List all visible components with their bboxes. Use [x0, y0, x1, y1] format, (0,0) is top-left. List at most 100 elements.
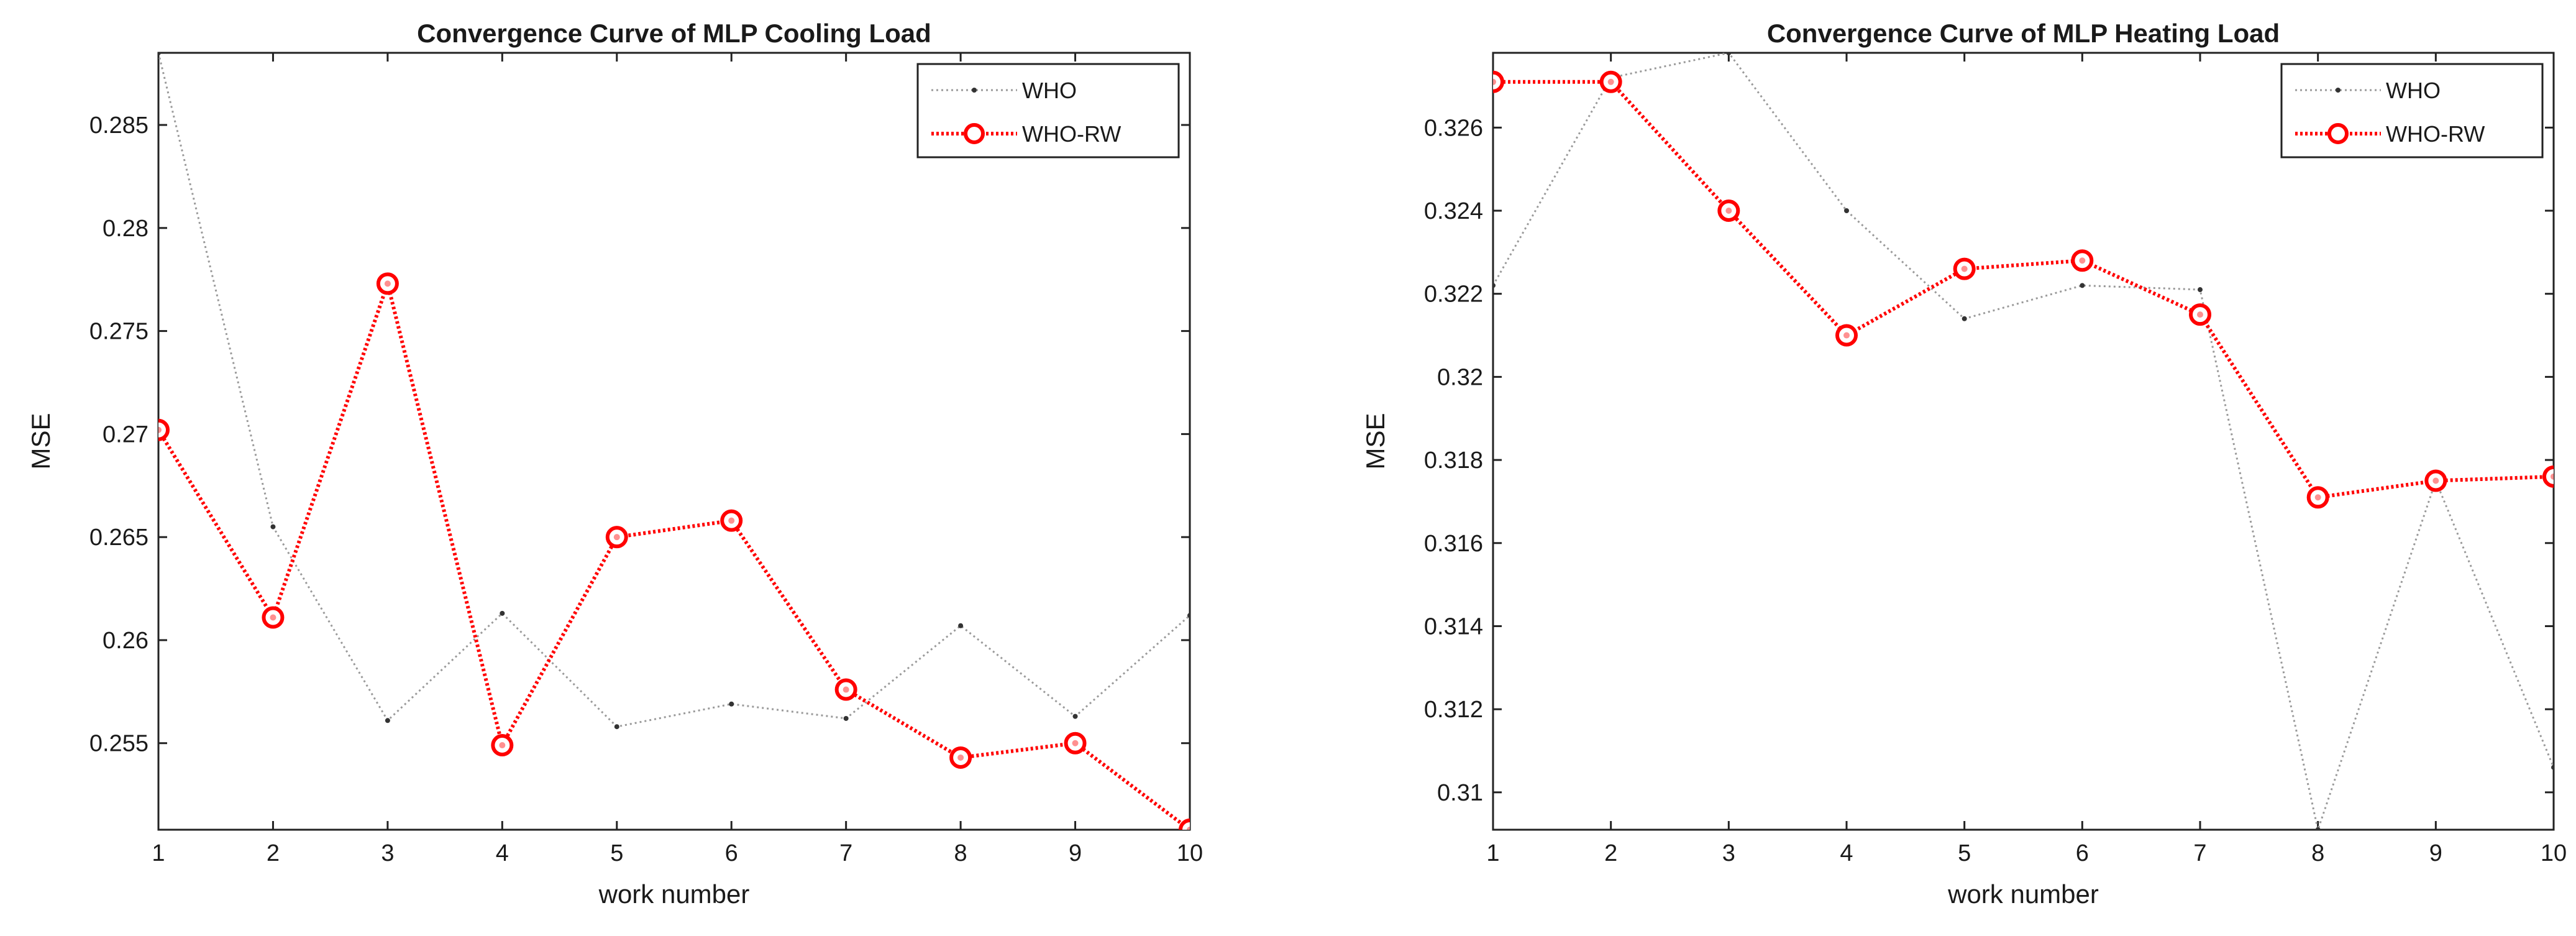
cooling-point-who-rw-core — [1187, 827, 1190, 830]
heating-point-who — [1962, 316, 1967, 321]
cooling-x-tick-label: 6 — [725, 840, 738, 866]
cooling-plot-frame — [157, 52, 1191, 831]
cooling-legend-marker-who — [972, 88, 977, 93]
cooling-point-who — [1072, 713, 1078, 719]
cooling-point-who-rw-core — [384, 280, 391, 287]
cooling-y-tick-label: 0.265 — [89, 525, 148, 551]
heating-y-tick-label: 0.314 — [1424, 613, 1483, 640]
heating-series-line-who — [1493, 53, 2554, 830]
cooling-chart-svg: Convergence Curve of MLP Cooling Load 1 2 3… — [26, 19, 1203, 909]
heating-point-who — [1493, 283, 1496, 288]
cooling-point-who — [1187, 613, 1190, 618]
heating-x-tick-label: 6 — [2076, 840, 2089, 866]
cooling-point-who — [270, 524, 276, 530]
cooling-point-who — [385, 718, 390, 723]
heating-y-tick-label: 0.326 — [1424, 115, 1483, 141]
heating-x-tick-label: 3 — [1722, 840, 1735, 866]
cooling-x-tick-label: 2 — [267, 840, 280, 866]
heating-y-tick-label: 0.31 — [1437, 780, 1483, 806]
heating-point-who — [2198, 287, 2203, 293]
cooling-y-tick-label: 0.26 — [103, 628, 148, 654]
heating-legend-marker-who — [2336, 88, 2341, 93]
cooling-legend-label-who-rw: WHO-RW — [1022, 121, 1121, 147]
cooling-x-tick-label: 3 — [381, 840, 394, 866]
heating-y-tick-label: 0.318 — [1424, 447, 1483, 474]
cooling-x-axis-label: work number — [598, 879, 750, 909]
heating-legend-label-who-rw: WHO-RW — [2386, 121, 2485, 147]
heating-point-who — [1844, 208, 1849, 214]
cooling-legend-box — [916, 63, 1180, 158]
heating-y-tick-label: 0.312 — [1424, 697, 1483, 723]
heating-load-panel: Convergence Curve of MLP Heating Load 1 2 3… — [1288, 0, 2576, 936]
heating-y-tick-label: 0.322 — [1424, 282, 1483, 308]
cooling-point-who — [500, 610, 505, 616]
heating-x-tick-label: 5 — [1958, 840, 1971, 866]
cooling-y-tick-label: 0.27 — [103, 421, 148, 447]
cooling-point-who — [614, 724, 619, 730]
cooling-series-group — [158, 53, 1190, 830]
heating-point-who-rw-core — [1607, 78, 1614, 85]
cooling-x-tick-label: 9 — [1069, 840, 1082, 866]
cooling-point-who — [158, 53, 161, 55]
heating-plot-frame — [1492, 52, 2555, 831]
cooling-point-who — [729, 701, 734, 707]
cooling-y-tick-label: 0.255 — [89, 731, 148, 757]
heating-chart-svg: Convergence Curve of MLP Heating Load 1 2 3… — [1361, 19, 2567, 909]
cooling-x-tick-label: 10 — [1177, 840, 1203, 866]
cooling-series-line-who — [158, 53, 1190, 728]
heating-y-tick-label: 0.32 — [1437, 364, 1483, 390]
heating-point-who-rw — [1493, 70, 1504, 93]
cooling-x-tick-label: 4 — [496, 840, 509, 866]
heating-point-who-rw-core — [1493, 78, 1496, 85]
cooling-load-panel: Convergence Curve of MLP Cooling Load 1 2 3… — [26, 19, 1203, 909]
heating-x-tick-label: 10 — [2541, 840, 2567, 866]
cooling-point-who-rw — [1179, 819, 1190, 830]
cooling-point-who — [843, 715, 849, 721]
heating-legend-label-who: WHO — [2386, 78, 2441, 103]
cooling-point-who-rw — [158, 418, 170, 441]
heating-x-tick-label: 9 — [2429, 840, 2442, 866]
cooling-x-tick-label: 1 — [152, 840, 165, 866]
heating-point-who-rw-core — [2079, 257, 2086, 264]
cooling-point-who-rw-core — [270, 614, 276, 621]
heating-point-who-rw-core — [1843, 332, 1850, 339]
heating-point-who-rw-core — [1961, 265, 1968, 272]
cooling-point-who-rw-core — [957, 754, 964, 761]
cooling-x-tick-label: 5 — [610, 840, 623, 866]
cooling-x-tick-label: 7 — [839, 840, 852, 866]
heating-x-tick-label: 8 — [2311, 840, 2324, 866]
cooling-legend-marker-who-rw — [964, 123, 985, 144]
heating-y-tick-label: 0.316 — [1424, 531, 1483, 557]
cooling-y-tick-label: 0.275 — [89, 319, 148, 345]
heating-x-tick-label: 2 — [1604, 840, 1617, 866]
cooling-legend-label-who: WHO — [1022, 78, 1077, 103]
heating-x-tick-label: 4 — [1840, 840, 1853, 866]
heating-y-axis-label: MSE — [1361, 413, 1390, 469]
heating-point-who-rw-core — [1725, 208, 1732, 214]
heating-series-group — [1493, 53, 2554, 830]
cooling-point-who-rw-core — [728, 517, 735, 524]
heating-point-who — [2315, 827, 2321, 830]
heating-point-who-rw — [2542, 465, 2554, 488]
heating-point-who — [2080, 283, 2085, 288]
cooling-point-who-rw-core — [843, 686, 849, 693]
heating-point-who — [2551, 764, 2554, 770]
heating-series-line-who-rw — [1493, 80, 2554, 500]
heating-legend-box — [2280, 63, 2544, 158]
heating-x-tick-label: 7 — [2193, 840, 2206, 866]
heating-chart-title: Convergence Curve of MLP Heating Load — [1767, 19, 2280, 48]
heating-point-who — [1726, 53, 1732, 55]
heating-y-tick-label: 0.324 — [1424, 198, 1483, 224]
cooling-point-who-rw-core — [613, 534, 620, 541]
cooling-point-who — [958, 623, 964, 628]
heating-point-who-rw-core — [2314, 494, 2321, 501]
cooling-point-who-rw-core — [499, 742, 506, 749]
heating-point-who-rw-core — [2197, 311, 2203, 318]
cooling-y-tick-label: 0.285 — [89, 112, 148, 139]
cooling-point-who-rw-core — [1072, 740, 1079, 746]
cooling-series-line-who-rw — [158, 277, 1190, 830]
heating-point-who-rw-core — [2551, 473, 2554, 480]
cooling-x-tick-label: 8 — [954, 840, 967, 866]
cooling-chart-title: Convergence Curve of MLP Cooling Load — [417, 19, 931, 48]
